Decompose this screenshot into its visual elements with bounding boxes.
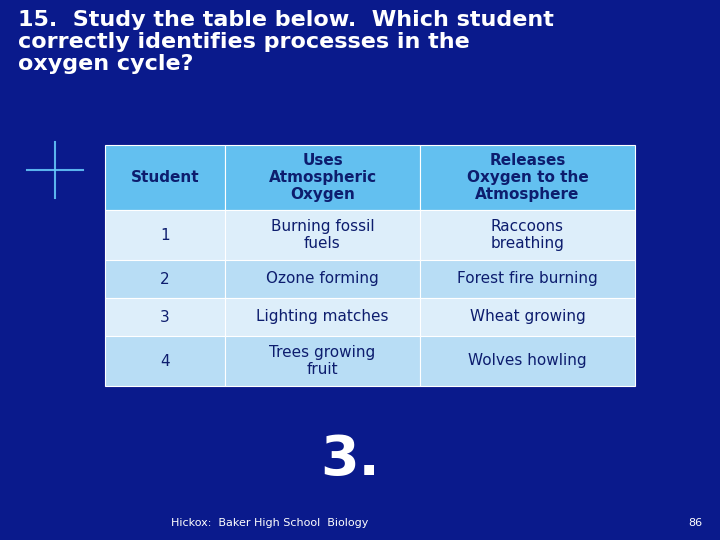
Text: Hickox:  Baker High School  Biology: Hickox: Baker High School Biology [171,518,369,528]
Bar [225,260,420,298]
Bar [420,336,635,386]
Bar [225,210,420,260]
Bar [105,260,225,298]
Bar [225,298,420,336]
Bar [225,145,420,210]
Text: oxygen cycle?: oxygen cycle? [18,54,194,74]
Text: Raccoons
breathing: Raccoons breathing [490,219,564,251]
Text: 4: 4 [160,354,170,368]
Bar [105,145,225,210]
Text: Uses
Atmospheric
Oxygen: Uses Atmospheric Oxygen [269,153,377,202]
Text: correctly identifies processes in the: correctly identifies processes in the [18,32,469,52]
Text: Student: Student [131,170,199,185]
Bar [105,298,225,336]
Text: 2: 2 [160,272,170,287]
Text: Wheat growing: Wheat growing [469,309,585,325]
Text: Forest fire burning: Forest fire burning [457,272,598,287]
Bar [420,210,635,260]
Bar [105,210,225,260]
Text: Releases
Oxygen to the
Atmosphere: Releases Oxygen to the Atmosphere [467,153,588,202]
Text: 15.  Study the table below.  Which student: 15. Study the table below. Which student [18,10,554,30]
Bar [105,336,225,386]
Text: 86: 86 [688,518,702,528]
Bar [225,336,420,386]
Text: 3: 3 [160,309,170,325]
Text: Ozone forming: Ozone forming [266,272,379,287]
Bar [420,298,635,336]
Bar [420,260,635,298]
Text: Trees growing
fruit: Trees growing fruit [269,345,376,377]
Text: 1: 1 [160,227,170,242]
Text: Burning fossil
fuels: Burning fossil fuels [271,219,374,251]
Text: Lighting matches: Lighting matches [256,309,389,325]
Text: 3.: 3. [320,433,380,487]
Text: Wolves howling: Wolves howling [468,354,587,368]
Bar [420,145,635,210]
